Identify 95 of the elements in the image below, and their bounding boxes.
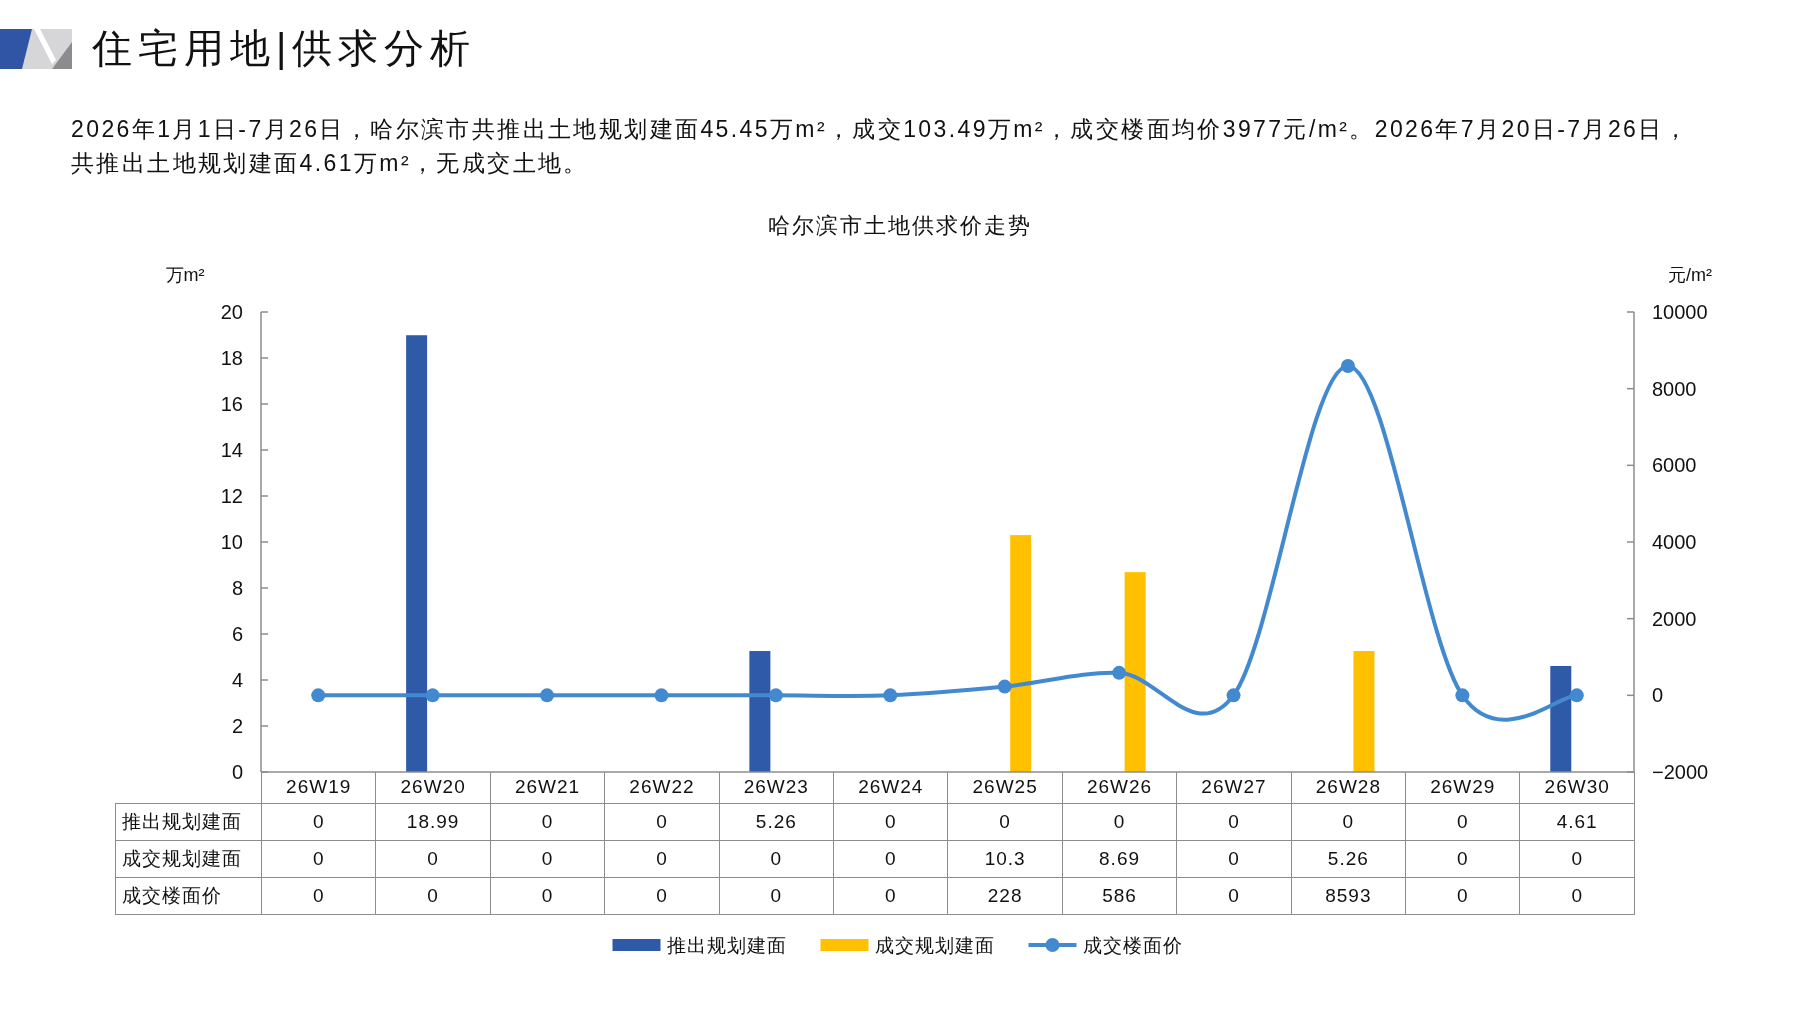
data-label: 8593 [1325, 884, 1372, 906]
bar [749, 651, 771, 772]
x-tick-label: 26W26 [1086, 776, 1153, 798]
table-row-label: 成交规划建面 [122, 847, 242, 869]
point [1226, 688, 1241, 703]
data-label: 0 [1228, 847, 1240, 869]
data-label: 0 [1456, 847, 1469, 869]
data-label: 0 [1228, 884, 1240, 906]
data-label: 0 [541, 847, 554, 869]
data-label: 5.26 [1327, 847, 1369, 869]
y2-tick-label: 6000 [1652, 454, 1697, 477]
x-tick-label: 26W23 [743, 776, 809, 798]
y-tick-label: 4 [231, 669, 243, 691]
data-label: 0 [656, 884, 668, 906]
y2-tick-label: −2000 [1652, 761, 1709, 783]
legend-label: 成交规划建面 [874, 934, 995, 956]
bar [1124, 572, 1146, 772]
table-row-label: 成交楼面价 [122, 884, 222, 906]
x-tick-label: 26W24 [858, 776, 924, 798]
data-label: 0 [1456, 884, 1469, 906]
x-tick-label: 26W19 [286, 776, 352, 798]
y2-tick-label: 2000 [1652, 607, 1697, 630]
y-tick-label: 8 [231, 577, 243, 599]
x-tick-label: 26W30 [1544, 776, 1610, 798]
legend-label: 成交楼面价 [1082, 934, 1183, 956]
data-label: 0 [541, 884, 554, 906]
point [654, 688, 669, 703]
bar [406, 335, 428, 772]
point [1340, 358, 1355, 373]
y-tick-label: 18 [220, 347, 243, 369]
data-label: 0 [1342, 810, 1355, 832]
chart-subtitle: 2026年1月1日-7月26日，哈尔滨市共推出土地规划建面45.45万m²，成交103.49万m²，成交楼面均价3977元/m²。2026年7月20日-7月26日，共推出土地规划建面4.61万m²，无成交土地。 [71, 115, 1691, 178]
x-tick-label: 26W21 [514, 776, 581, 798]
data-label: 10.3 [984, 847, 1026, 869]
data-label: 0 [312, 810, 325, 832]
y2-axis-title: 元/m² [1668, 265, 1712, 285]
point [997, 679, 1012, 694]
data-label: 0 [1571, 884, 1583, 906]
y-axis-title: 万m² [165, 265, 205, 285]
data-label: 0 [1571, 847, 1583, 869]
legend-label: 推出规划建面 [666, 934, 787, 956]
data-label: 0 [1228, 810, 1240, 832]
point [311, 688, 326, 703]
data-label: 0 [656, 810, 668, 832]
data-label: 0 [541, 810, 554, 832]
chart-title: 住宅用地|供求分析 [92, 25, 477, 72]
data-label: 0 [312, 884, 325, 906]
x-tick-label: 26W27 [1201, 776, 1267, 798]
x-tick-label: 26W29 [1430, 776, 1496, 798]
point [540, 688, 555, 703]
x-tick-label: 26W20 [400, 776, 466, 798]
data-label: 0 [427, 884, 439, 906]
data-label: 0 [1113, 810, 1126, 832]
table-row-label: 推出规划建面 [122, 810, 242, 832]
y-tick-label: 16 [220, 393, 243, 415]
data-label: 0 [312, 847, 325, 869]
y2-tick-label: 8000 [1652, 377, 1697, 400]
x-tick-label: 26W25 [972, 776, 1038, 798]
data-label: 0 [884, 847, 897, 869]
y-tick-label: 6 [231, 623, 243, 645]
point [1569, 688, 1584, 703]
point [768, 688, 783, 703]
y-tick-label: 0 [231, 761, 243, 783]
y-tick-label: 20 [220, 301, 243, 323]
text: 哈尔滨市土地供求价走势 [768, 212, 1032, 238]
data-label: 0 [770, 847, 783, 869]
y2-tick-label: 0 [1652, 684, 1664, 707]
data-label: 0 [427, 847, 439, 869]
data-label: 0 [999, 810, 1011, 832]
y2-tick-label: 10000 [1652, 301, 1708, 323]
data-label: 0 [770, 884, 783, 906]
data-label: 8.69 [1099, 847, 1141, 869]
x-tick-label: 26W28 [1315, 776, 1381, 798]
data-label: 228 [987, 884, 1023, 906]
point [1112, 665, 1127, 680]
data-label: 0 [656, 847, 668, 869]
bar [1010, 535, 1032, 772]
y-tick-label: 2 [231, 715, 243, 737]
x-tick-label: 26W22 [629, 776, 695, 798]
bar [1353, 651, 1375, 772]
y-tick-label: 14 [220, 439, 243, 461]
y-tick-label: 12 [220, 485, 243, 507]
y-tick-label: 10 [220, 531, 243, 553]
data-label: 0 [884, 810, 897, 832]
y2-tick-label: 4000 [1652, 531, 1697, 553]
data-label: 0 [884, 884, 897, 906]
point [1455, 688, 1470, 703]
data-label: 5.26 [755, 810, 797, 832]
point [883, 688, 898, 703]
data-label: 586 [1102, 884, 1137, 906]
data-label: 0 [1456, 810, 1469, 832]
data-label: 18.99 [406, 810, 460, 832]
data-label: 4.61 [1556, 810, 1598, 832]
point [425, 688, 440, 703]
bar [1550, 665, 1572, 772]
